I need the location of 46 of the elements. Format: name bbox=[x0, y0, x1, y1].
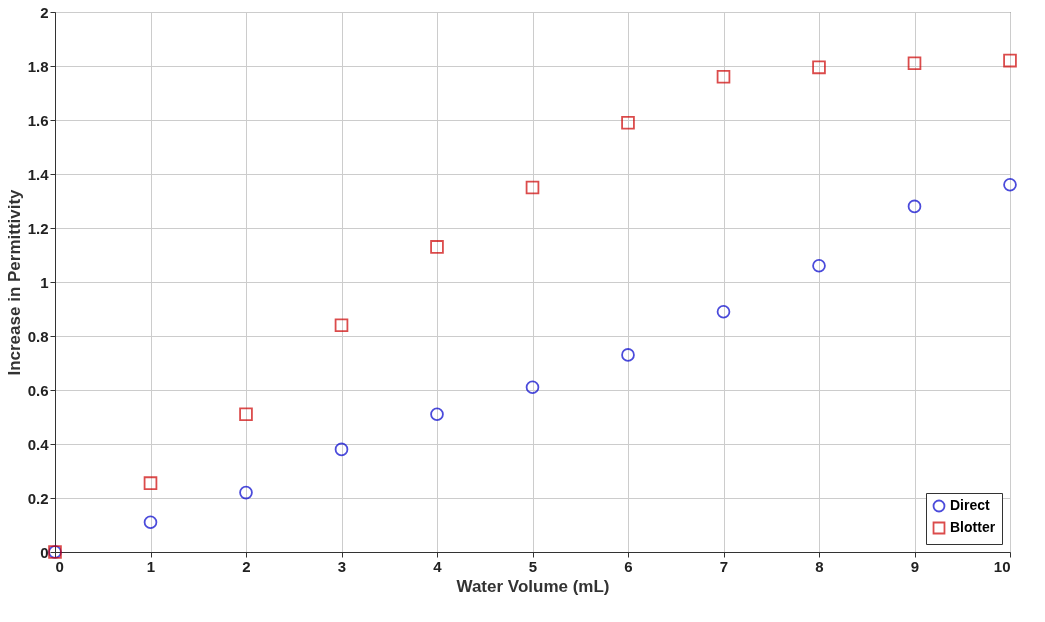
point bbox=[812, 60, 826, 75]
x-tick-label: 3 bbox=[337, 557, 347, 575]
point bbox=[716, 304, 731, 319]
y-tick-label: 0.2 bbox=[27, 489, 49, 507]
x-tick-label: 2 bbox=[242, 557, 251, 575]
y-tick-label: 1.6 bbox=[27, 111, 49, 129]
x-tick-label: 4 bbox=[433, 557, 443, 575]
point bbox=[621, 115, 635, 130]
point bbox=[143, 515, 158, 530]
y-tick-label: 0 bbox=[40, 543, 49, 561]
point bbox=[907, 56, 922, 71]
y-tick-label: 1.8 bbox=[27, 57, 49, 75]
x-tick-label: 8 bbox=[815, 557, 824, 575]
point bbox=[334, 442, 349, 457]
point bbox=[334, 318, 349, 333]
y-tick-label: 0.6 bbox=[27, 381, 49, 399]
point bbox=[1003, 178, 1017, 192]
y-tick-label: 1.2 bbox=[27, 219, 49, 237]
y-tick-label: 0.4 bbox=[27, 435, 50, 453]
x-tick-label: 9 bbox=[910, 557, 920, 575]
x-tick-label: 7 bbox=[719, 557, 729, 575]
point bbox=[525, 380, 540, 395]
y-tick-label: 1.4 bbox=[27, 165, 50, 183]
point bbox=[621, 348, 635, 362]
point bbox=[812, 259, 826, 273]
y-tick-label: 2 bbox=[40, 3, 49, 21]
legend-label: Direct bbox=[950, 497, 991, 513]
point bbox=[239, 407, 253, 422]
point bbox=[907, 199, 922, 214]
x-tick-label: 5 bbox=[528, 557, 538, 575]
legend-label: Blotter bbox=[950, 519, 996, 535]
point bbox=[143, 476, 158, 490]
point bbox=[430, 240, 444, 254]
x-tick-label: 10 bbox=[993, 557, 1011, 575]
y-axis-title: Increase in Permittivity bbox=[4, 188, 24, 376]
y-tick-label: 0.8 bbox=[27, 327, 49, 345]
x-tick-label: 1 bbox=[146, 557, 156, 575]
point bbox=[239, 485, 253, 500]
y-tick-label: 1 bbox=[40, 273, 49, 291]
point bbox=[525, 180, 540, 195]
point bbox=[430, 407, 444, 422]
x-tick-label: 0 bbox=[55, 557, 64, 575]
x-tick-label: 6 bbox=[624, 557, 633, 575]
x-axis-title: Water Volume (mL) bbox=[456, 576, 610, 596]
point bbox=[1003, 53, 1017, 68]
point bbox=[716, 69, 731, 84]
